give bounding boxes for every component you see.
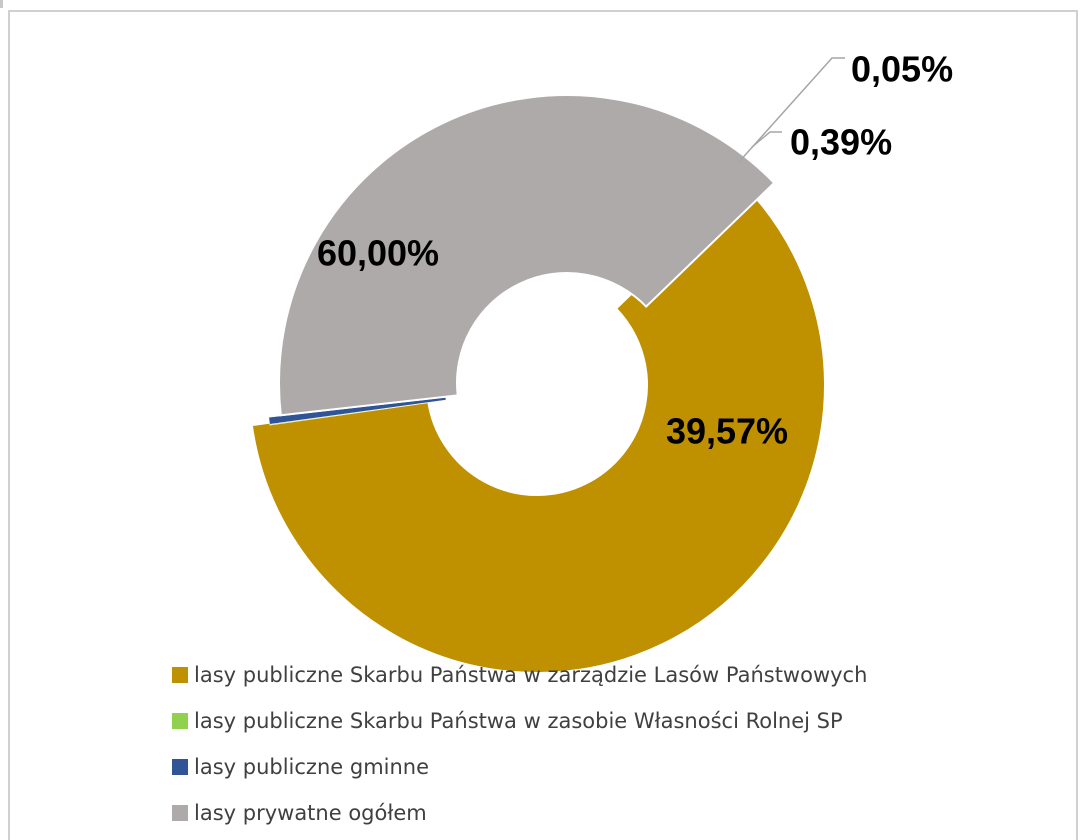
slice-0 — [250, 183, 826, 674]
data-label-3: 39,57% — [666, 411, 788, 452]
legend-label-0: lasy publiczne Skarbu Państwa w zarządzi… — [194, 663, 868, 687]
legend-label-1: lasy publiczne Skarbu Państwa w zasobie … — [194, 709, 843, 733]
legend-item-1: lasy publiczne Skarbu Państwa w zasobie … — [172, 698, 1032, 744]
data-label-0: 60,00% — [317, 233, 439, 274]
leader-line-2 — [751, 131, 782, 148]
data-label-1: 0,05% — [851, 49, 953, 90]
legend-swatch-3 — [172, 805, 188, 821]
legend-label-3: lasy prywatne ogółem — [194, 801, 427, 825]
data-label-2: 0,39% — [790, 122, 892, 163]
legend-label-2: lasy publiczne gminne — [194, 755, 430, 779]
legend-swatch-0 — [172, 667, 188, 683]
legend-item-3: lasy prywatne ogółem — [172, 790, 1032, 836]
legend-swatch-1 — [172, 713, 188, 729]
legend-item-2: lasy publiczne gminne — [172, 744, 1032, 790]
leader-line-1 — [737, 57, 845, 164]
legend-item-0: lasy publiczne Skarbu Państwa w zarządzi… — [172, 652, 1032, 698]
corner-mark — [0, 0, 3, 8]
slice-3 — [278, 94, 776, 417]
legend-swatch-2 — [172, 759, 188, 775]
legend: lasy publiczne Skarbu Państwa w zarządzi… — [172, 652, 1032, 836]
